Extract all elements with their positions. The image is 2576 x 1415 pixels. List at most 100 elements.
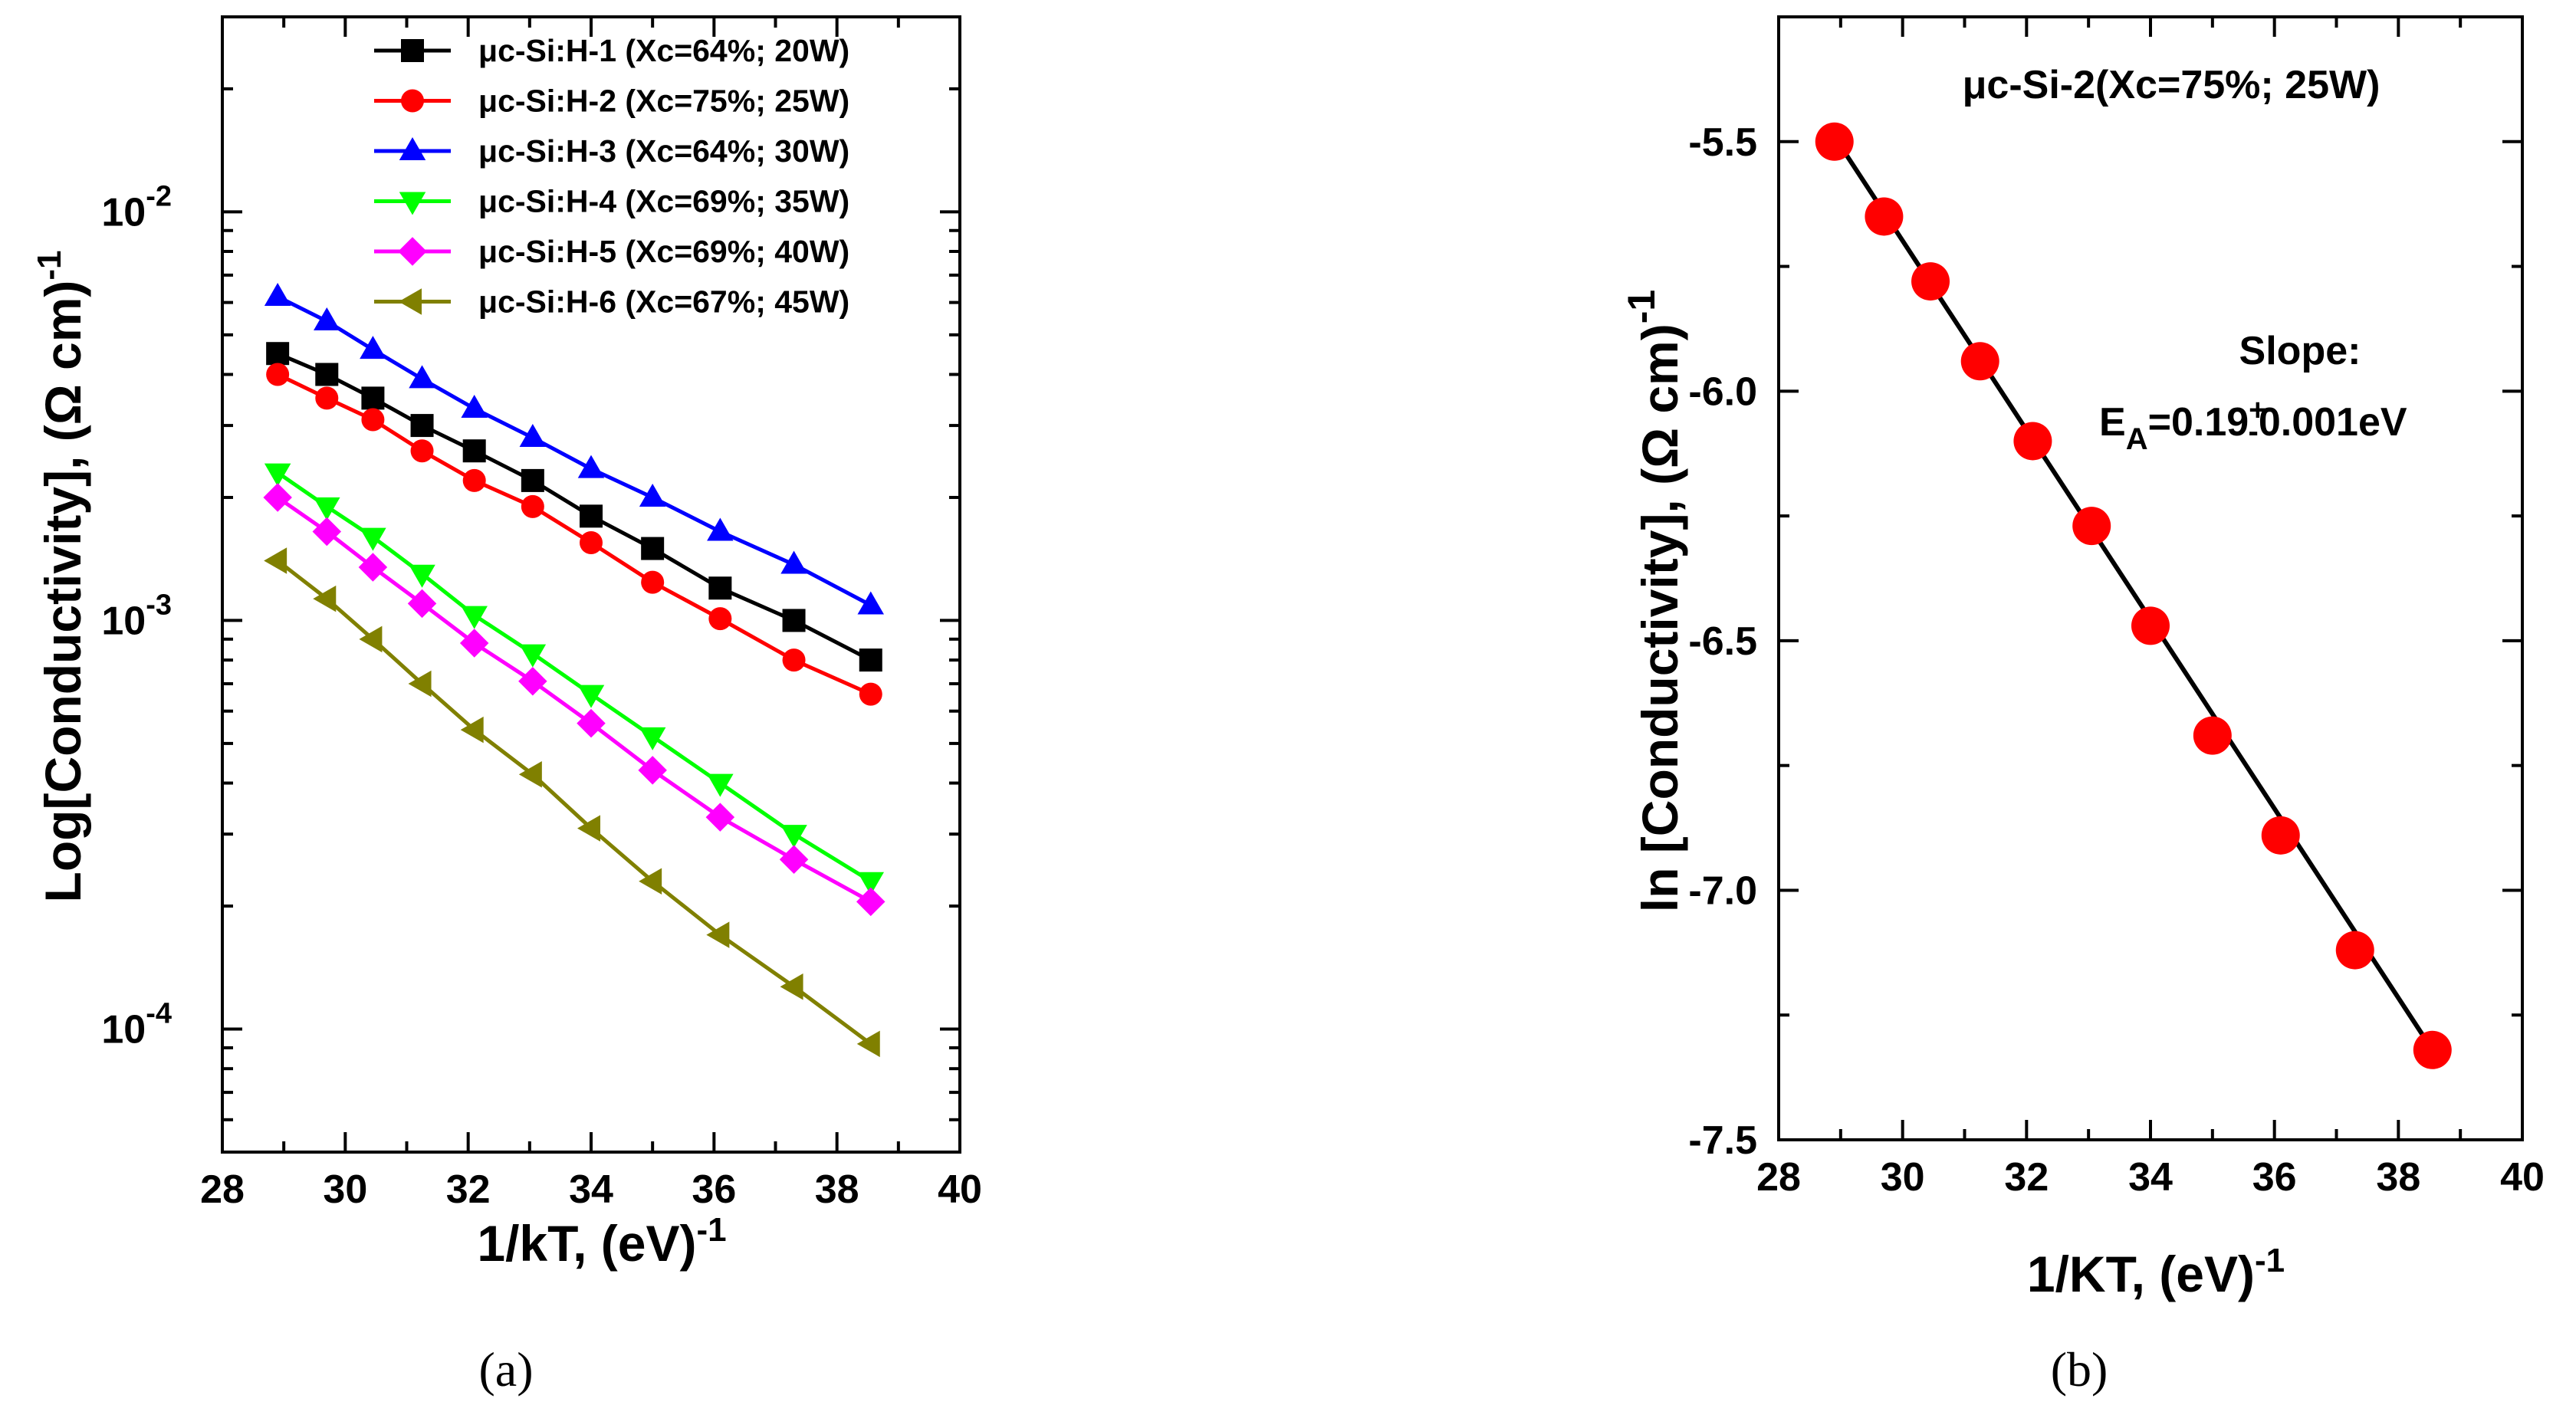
panel-a-y-tick-labels: 10-2 10-3 10-4 [101, 180, 172, 1052]
data-point [410, 414, 434, 438]
legend-entry: μc-Si:H-5 (Xc=69%; 40W) [374, 234, 849, 269]
y-tick-label: -6.0 [1688, 369, 1757, 414]
legend-marker [399, 192, 426, 215]
panel-a-label: (a) [478, 1342, 533, 1397]
series-4 [264, 463, 885, 895]
panel-b-plot-frame [1777, 15, 2524, 1141]
legend-marker [399, 137, 426, 160]
data-point [2261, 816, 2300, 855]
panel-a-y-axis-label: Log[Conductivity], (Ω cm)-1 [31, 251, 91, 903]
data-point [580, 530, 603, 554]
x-tick-label: 40 [938, 1167, 982, 1212]
data-point [780, 550, 807, 574]
data-point [408, 670, 432, 698]
legend-label: μc-Si:H-5 (Xc=69%; 40W) [478, 234, 849, 269]
data-point [639, 727, 666, 750]
panel-a-series [263, 283, 886, 1058]
data-point [266, 363, 290, 386]
x-tick-label: 28 [200, 1167, 245, 1212]
legend-label: μc-Si:H-2 (Xc=75%; 25W) [478, 84, 849, 119]
panel-b-points [1815, 122, 2452, 1069]
legend-entry: μc-Si:H-1 (Xc=64%; 20W) [374, 33, 849, 68]
x-tick-label: 32 [2004, 1155, 2049, 1200]
panel-b-annotation-title: μc-Si-2(Xc=75%; 25W) [1963, 63, 2380, 107]
data-point [519, 424, 547, 448]
data-point [856, 887, 886, 917]
y-tick-label: 10-2 [101, 180, 172, 235]
legend-entry: μc-Si:H-4 (Xc=69%; 35W) [374, 184, 849, 219]
data-point [313, 585, 337, 612]
data-point [577, 455, 605, 478]
data-point [857, 872, 885, 895]
legend-label: μc-Si:H-6 (Xc=67%; 45W) [478, 284, 849, 320]
series-line [276, 559, 872, 1046]
panel-a-x-axis-label: 1/kT, (eV)-1 [477, 1211, 726, 1272]
data-point [1960, 342, 1999, 381]
data-point [705, 803, 735, 832]
data-point [460, 716, 484, 744]
panel-a-x-tick-labels: 28 30 32 34 36 38 40 [200, 1167, 982, 1212]
data-point [521, 494, 544, 518]
legend-entry: μc-Si:H-6 (Xc=67%; 45W) [374, 284, 849, 320]
data-point [315, 363, 339, 386]
legend-marker [401, 89, 424, 113]
panel-b-ticks [1777, 15, 2524, 1141]
y-tick-label: -6.5 [1688, 619, 1757, 664]
x-tick-label: 30 [323, 1167, 367, 1212]
data-point [264, 283, 291, 307]
data-point [707, 517, 734, 541]
x-tick-label: 40 [2500, 1155, 2545, 1200]
data-point [360, 336, 386, 359]
data-point [2131, 606, 2170, 645]
legend-label: μc-Si:H-1 (Xc=64%; 20W) [478, 33, 849, 68]
data-point [462, 468, 486, 492]
panel-b-slope-equation: EA=0.19+ -0.001eV [2099, 393, 2407, 456]
data-point [2413, 1030, 2452, 1069]
data-point [639, 483, 666, 507]
legend-marker [398, 237, 427, 266]
data-point [410, 439, 434, 463]
panel-a-ticks [221, 15, 961, 1154]
data-point [409, 365, 435, 389]
panel-b-slope-label: Slope: [2239, 329, 2361, 373]
data-point [407, 589, 437, 619]
y-tick-label: 10-4 [101, 998, 172, 1052]
legend-label: μc-Si:H-3 (Xc=64%; 30W) [478, 133, 849, 169]
data-point [2013, 422, 2052, 461]
data-point [2193, 716, 2232, 755]
data-point [708, 576, 732, 600]
x-tick-label: 32 [446, 1167, 491, 1212]
legend-entry: μc-Si:H-2 (Xc=75%; 25W) [374, 84, 849, 119]
data-point [859, 648, 882, 672]
panel-b-label: (b) [2051, 1342, 2108, 1397]
data-point [780, 973, 803, 1000]
data-point [462, 439, 486, 463]
series-6 [264, 547, 880, 1058]
data-point [518, 666, 547, 696]
data-point [358, 553, 388, 582]
y-tick-label: 10-3 [101, 589, 172, 643]
data-point [641, 537, 665, 560]
legend-entry: μc-Si:H-3 (Xc=64%; 30W) [374, 133, 849, 169]
data-point [779, 845, 809, 875]
panel-a-conductivity-log-plot: 28 30 32 34 36 38 40 10-2 10-3 10-4 μc-Si:H-1 (X… [31, 15, 982, 1397]
data-point [359, 625, 383, 653]
series-5 [263, 483, 886, 917]
legend-marker [399, 288, 422, 315]
panel-b-y-axis-label: ln [Conductivity], (Ω cm)-1 [1620, 290, 1688, 912]
data-point [519, 644, 547, 668]
x-tick-label: 34 [2128, 1155, 2173, 1200]
data-point [859, 682, 882, 706]
data-point [782, 609, 806, 632]
data-point [782, 648, 806, 672]
data-point [857, 591, 885, 615]
y-tick-label: -7.0 [1688, 868, 1757, 913]
x-tick-label: 28 [1756, 1155, 1801, 1200]
data-point [461, 606, 488, 629]
x-tick-label: 30 [1881, 1155, 1925, 1200]
legend-marker [401, 39, 424, 62]
data-point [264, 547, 288, 574]
x-tick-label: 38 [2376, 1155, 2420, 1200]
data-point [2335, 931, 2374, 970]
